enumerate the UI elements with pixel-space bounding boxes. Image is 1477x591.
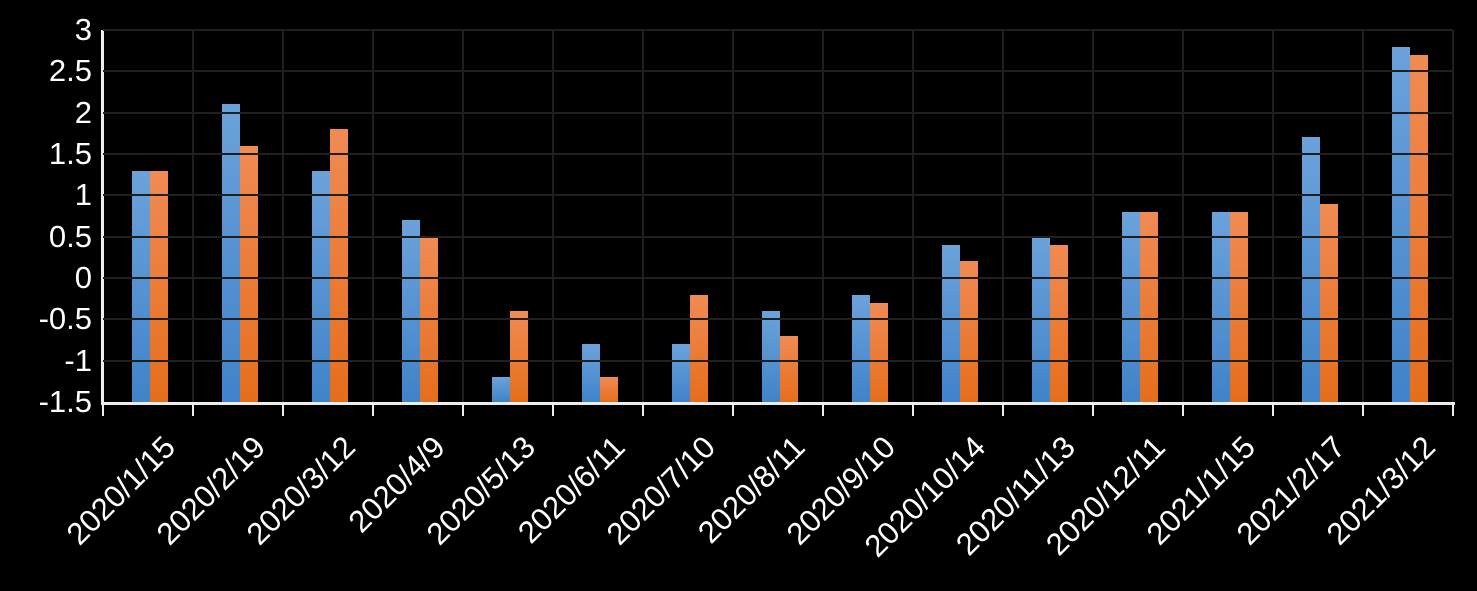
horizontal-gridline — [103, 70, 1453, 73]
vertical-gridline — [732, 30, 734, 402]
vertical-gridline — [552, 30, 554, 402]
x-tick — [642, 404, 644, 416]
x-tick — [1272, 404, 1274, 416]
horizontal-gridline — [103, 111, 1453, 114]
horizontal-gridline — [103, 359, 1453, 362]
vertical-gridline — [192, 30, 194, 402]
bar-orange-2020/5/13 — [510, 311, 528, 402]
x-tick — [1362, 404, 1364, 416]
y-tick-label: 1 — [74, 177, 92, 213]
y-tick-label: 0.5 — [48, 218, 92, 254]
x-tick — [732, 404, 734, 416]
bar-orange-2021/1/15 — [1230, 211, 1248, 402]
horizontal-gridline — [103, 277, 1453, 279]
bar-blue-2021/3/12 — [1392, 46, 1410, 402]
y-tick-label: 2 — [74, 94, 92, 130]
horizontal-gridline — [103, 235, 1453, 238]
x-tick — [102, 404, 104, 416]
x-tick — [372, 404, 374, 416]
bar-orange-2020/8/11 — [780, 335, 798, 402]
y-axis-line — [101, 30, 104, 405]
x-tick — [822, 404, 824, 416]
y-tick-label: 0 — [74, 260, 92, 295]
bar-blue-2021/1/15 — [1212, 211, 1230, 402]
vertical-gridline — [642, 30, 644, 402]
bar-orange-2020/1/15 — [150, 170, 168, 402]
horizontal-gridline — [103, 153, 1453, 155]
vertical-gridline — [1182, 30, 1184, 402]
bar-blue-2020/12/11 — [1122, 211, 1140, 402]
bar-blue-2020/10/14 — [942, 244, 960, 402]
vertical-gridline — [1002, 30, 1004, 402]
vertical-gridline — [1452, 30, 1454, 402]
horizontal-gridline — [103, 194, 1453, 197]
x-tick — [1452, 404, 1454, 416]
vertical-gridline — [462, 30, 464, 402]
x-tick — [192, 404, 194, 416]
bar-blue-2020/3/12 — [312, 170, 330, 402]
bar-blue-2020/2/19 — [222, 104, 240, 402]
bar-blue-2020/1/15 — [132, 170, 150, 402]
vertical-gridline — [912, 30, 914, 402]
bar-orange-2020/2/19 — [240, 145, 258, 402]
y-tick-label: -0.5 — [38, 301, 92, 337]
y-tick-label: -1 — [64, 342, 92, 378]
x-axis-line — [101, 402, 1455, 405]
x-tick — [552, 404, 554, 416]
plot-area — [103, 29, 1454, 402]
bar-orange-2020/11/13 — [1050, 244, 1068, 402]
vertical-gridline — [822, 30, 824, 402]
bar-orange-2020/3/12 — [330, 129, 348, 402]
y-tick-label: 1.5 — [48, 136, 92, 171]
vertical-gridline — [1272, 30, 1274, 402]
bar-blue-2020/7/10 — [672, 344, 690, 402]
horizontal-gridline — [103, 318, 1453, 321]
y-tick-label: -1.5 — [38, 384, 92, 419]
vertical-gridline — [1092, 30, 1094, 402]
bar-orange-2020/12/11 — [1140, 211, 1158, 402]
vertical-gridline — [282, 30, 284, 402]
y-tick-label: 3 — [74, 12, 92, 47]
x-tick — [282, 404, 284, 416]
x-tick — [462, 404, 464, 416]
bar-blue-2020/4/9 — [402, 220, 420, 402]
vertical-gridline — [1362, 30, 1364, 402]
x-tick — [1092, 404, 1094, 416]
bar-orange-2021/2/17 — [1320, 203, 1338, 402]
bar-blue-2020/6/11 — [582, 344, 600, 402]
bar-orange-2020/6/11 — [600, 377, 618, 402]
vertical-gridline — [372, 30, 374, 402]
bar-blue-2020/5/13 — [492, 377, 510, 402]
bar-orange-2020/9/10 — [870, 302, 888, 402]
bar-orange-2020/10/14 — [960, 261, 978, 402]
x-tick — [1002, 404, 1004, 416]
bar-orange-2020/7/10 — [690, 294, 708, 402]
bar-orange-2021/3/12 — [1410, 54, 1428, 402]
x-tick — [912, 404, 914, 416]
x-tick — [1182, 404, 1184, 416]
horizontal-gridline — [103, 29, 1453, 31]
y-tick-label: 2.5 — [48, 53, 92, 89]
bar-blue-2020/9/10 — [852, 294, 870, 402]
bar-blue-2021/2/17 — [1302, 137, 1320, 402]
bar-blue-2020/8/11 — [762, 311, 780, 402]
